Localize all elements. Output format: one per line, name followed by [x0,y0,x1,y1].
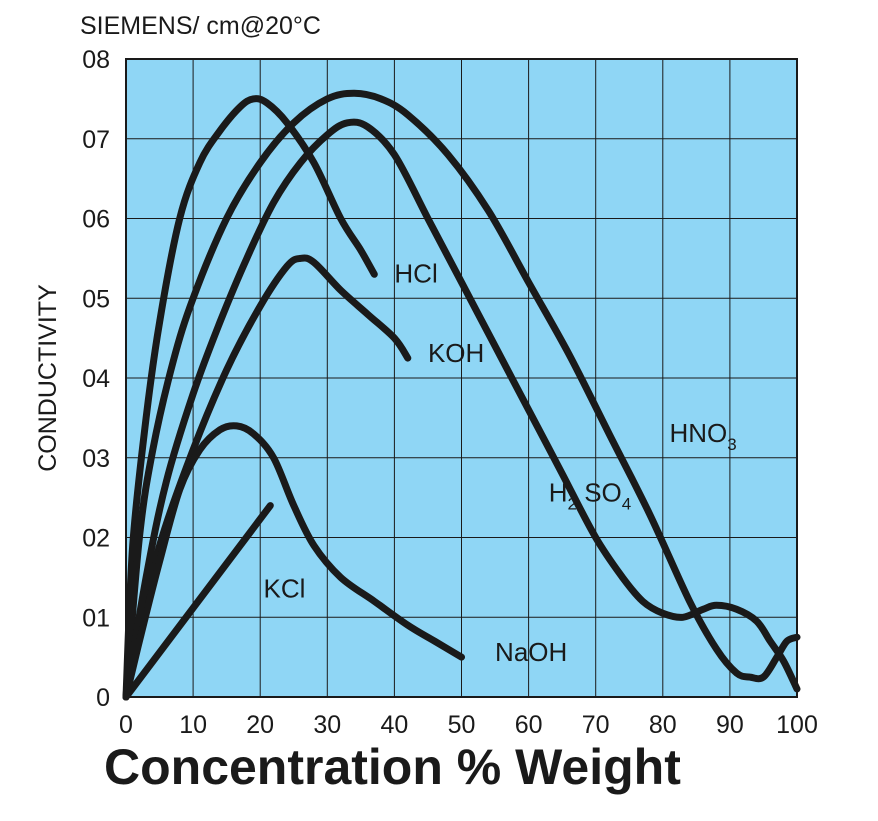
y-tick-label: 05 [82,285,110,313]
x-tick-label: 0 [119,711,133,739]
y-axis-ticks: 0 01 02 03 04 05 06 07 08 [82,46,110,712]
curve-label-kcl: KCl [264,573,306,603]
x-tick-label: 10 [179,711,207,739]
y-tick-label: 06 [82,206,110,234]
curves [122,89,801,701]
x-tick-label: 50 [448,711,476,739]
curve-labels: HCl KOH HNO3 H2 SO4 NaOH KCl [264,258,737,667]
curve-h2so4 [122,118,801,701]
y-tick-label: 08 [82,46,110,74]
y-axis-label: CONDUCTIVITY [34,284,62,472]
curve-label-h2so4: H2 SO4 [549,478,632,514]
x-tick-label: 100 [776,711,818,739]
curve-hno3 [122,89,801,701]
x-tick-label: 30 [313,711,341,739]
curve-label-koh: KOH [428,338,484,368]
curve-koh [122,254,412,701]
y-tick-label: 02 [82,525,110,553]
y-tick-label: 04 [82,365,110,393]
y-tick-label: 0 [96,684,110,712]
x-tick-label: 20 [246,711,274,739]
curve-kcl [122,502,274,701]
grid [125,58,798,698]
x-axis-ticks: 0 10 20 30 40 50 60 70 80 90 100 [119,711,818,739]
x-tick-label: 40 [380,711,408,739]
y-tick-label: 03 [82,445,110,473]
curve-label-hno3: HNO3 [670,418,737,454]
x-tick-label: 70 [582,711,610,739]
curve-hcl [122,95,378,701]
x-tick-label: 90 [716,711,744,739]
curve-label-naoh: NaOH [495,637,567,667]
curve-label-hcl: HCl [394,258,437,288]
curve-naoh [122,422,465,701]
y-tick-label: 07 [82,126,110,154]
x-tick-label: 80 [649,711,677,739]
units-label: SIEMENS/ cm@20°C [80,12,321,40]
x-tick-label: 60 [515,711,543,739]
x-axis-label: Concentration % Weight [104,739,681,795]
y-tick-label: 01 [82,604,110,632]
